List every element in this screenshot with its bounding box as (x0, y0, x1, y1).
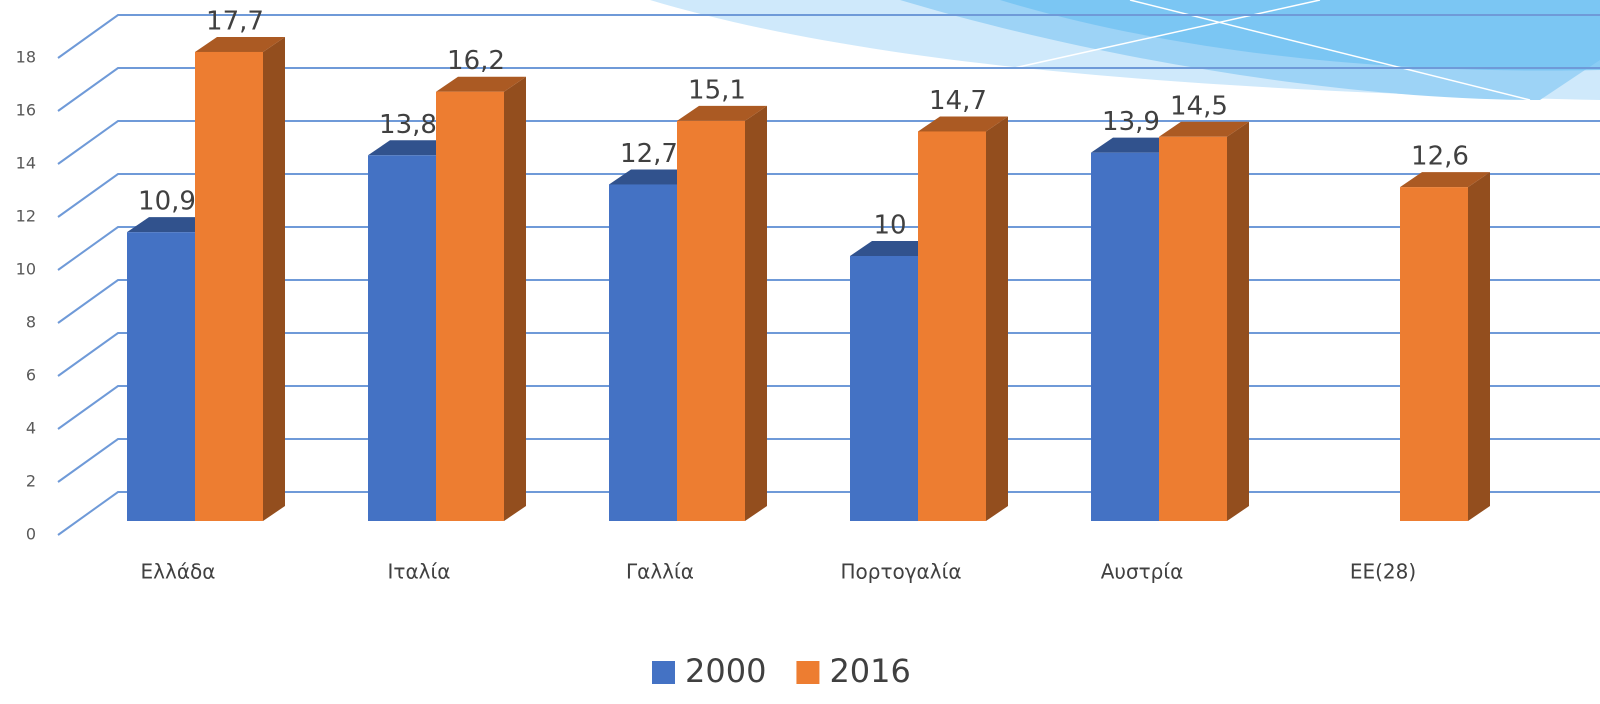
legend: 2000 2016 (652, 652, 911, 690)
x-tick-label: Ελλάδα (141, 560, 216, 584)
decoration (650, 0, 1600, 101)
y-tick-label: 0 (26, 525, 36, 544)
grid-line (57, 332, 1600, 377)
bar-top (1091, 137, 1181, 153)
y-tick-label: 6 (26, 366, 36, 385)
grid-line (57, 173, 1600, 218)
bar (368, 155, 436, 522)
y-tick-label: 14 (16, 154, 36, 173)
legend-label: 2000 (685, 652, 766, 690)
bar-top (368, 140, 458, 156)
grid-line (57, 14, 1600, 59)
bar (850, 256, 918, 521)
value-label: 16,2 (447, 46, 505, 76)
y-tick-label: 18 (16, 48, 36, 67)
value-label: 13,9 (1102, 107, 1160, 137)
y-tick-label: 2 (26, 472, 36, 491)
x-tick-label: Αυστρία (1101, 560, 1184, 584)
x-tick-label: ΕΕ(28) (1350, 560, 1416, 584)
legend-swatch (796, 661, 820, 684)
grid-line (57, 226, 1600, 271)
bar-side (1227, 121, 1249, 521)
grid-line (57, 491, 1600, 536)
grid-line (57, 120, 1600, 165)
x-tick-label: Ιταλία (388, 560, 451, 584)
bar-top (677, 105, 767, 121)
grid-line (57, 438, 1600, 483)
x-tick-label: Πορτογαλία (840, 560, 961, 584)
grid-line (57, 67, 1600, 112)
value-label: 14,5 (1170, 91, 1228, 121)
value-label: 15,1 (688, 75, 746, 105)
grid-line (57, 385, 1600, 430)
bar (1159, 136, 1227, 521)
bar-side (504, 76, 526, 521)
legend-swatch (652, 661, 675, 684)
bar (436, 91, 504, 521)
bar-top (195, 36, 285, 52)
value-label: 13,8 (379, 110, 437, 140)
value-label: 10 (873, 211, 906, 241)
value-label: 17,7 (206, 6, 264, 36)
y-tick-label: 4 (26, 419, 36, 438)
value-label: 14,7 (929, 86, 987, 116)
bar-side (986, 116, 1008, 521)
value-label: 10,9 (138, 187, 196, 217)
bar-top (609, 169, 699, 185)
bar-top (918, 116, 1008, 132)
y-tick-label: 10 (16, 260, 36, 279)
bar-top (1400, 172, 1490, 188)
y-tick-label: 12 (16, 207, 36, 226)
bar (677, 120, 745, 521)
bar (195, 51, 263, 521)
bar-side (263, 36, 285, 521)
bar (1400, 187, 1468, 521)
bar-side (1468, 172, 1490, 521)
value-label: 12,6 (1411, 142, 1469, 172)
bar-top (1159, 121, 1249, 137)
bar-top (127, 217, 217, 233)
y-tick-label: 16 (16, 101, 36, 120)
bar (609, 184, 677, 521)
y-tick-label: 8 (26, 313, 36, 332)
bars: Ελλάδα 10,9 17,7 Ιταλία 13,8 16,2 Γαλλία 12,7 15… (127, 6, 1490, 584)
bar-side (745, 105, 767, 521)
x-tick-label: Γαλλία (626, 560, 694, 584)
bar (1091, 152, 1159, 521)
grid-line (57, 279, 1600, 324)
bar (918, 131, 986, 521)
legend-label: 2016 (829, 652, 910, 690)
bar-top (436, 76, 526, 92)
value-label: 12,7 (620, 139, 678, 169)
bar-top (850, 241, 940, 256)
bar (127, 232, 195, 521)
